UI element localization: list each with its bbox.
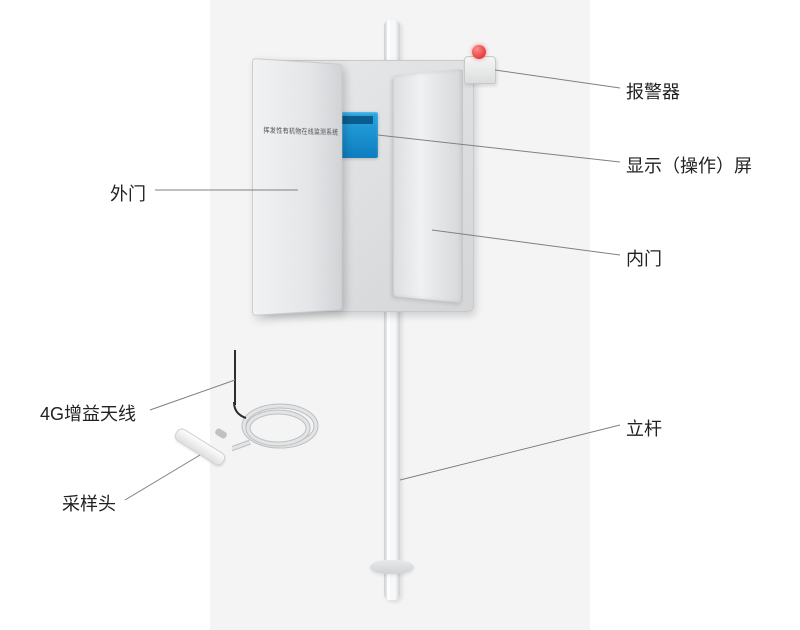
- alarm-light: [472, 45, 486, 59]
- label-pole: 立杆: [626, 415, 662, 441]
- pole-base: [370, 560, 414, 574]
- label-display: 显示（操作）屏: [626, 152, 752, 178]
- antenna-4g: [234, 350, 236, 405]
- outer-door: 挥发性有机物在线监测系统: [252, 58, 342, 316]
- cabinet-label-text: 挥发性有机物在线监测系统: [263, 125, 338, 137]
- alarm-housing: [464, 56, 496, 84]
- label-probe: 采样头: [62, 490, 116, 516]
- inner-door: [394, 69, 463, 303]
- label-alarm: 报警器: [626, 78, 680, 104]
- cable-coil: [232, 400, 322, 450]
- label-inner-door: 内门: [626, 245, 662, 271]
- label-outer-door: 外门: [110, 180, 146, 206]
- label-antenna: 4G增益天线: [40, 400, 136, 426]
